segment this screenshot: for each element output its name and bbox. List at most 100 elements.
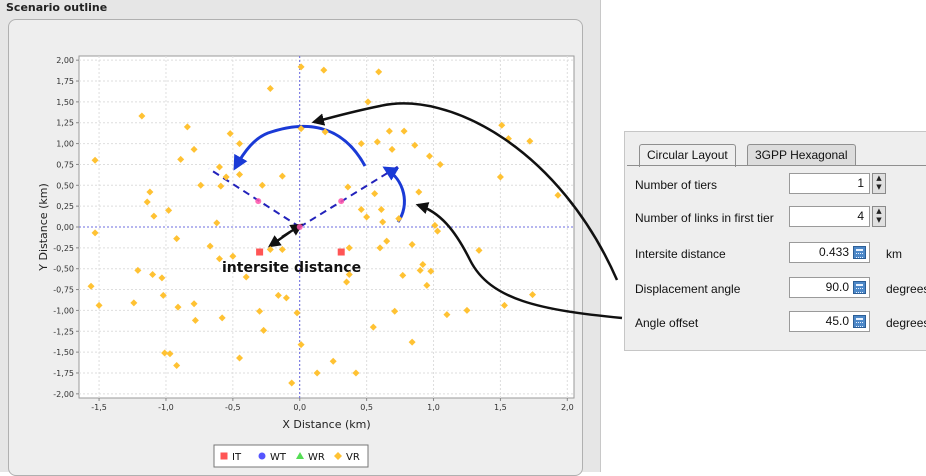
angle-offset-unit: degrees bbox=[886, 316, 926, 330]
vr-point bbox=[408, 338, 416, 346]
vr-point bbox=[166, 350, 174, 358]
tab-circular-layout[interactable]: Circular Layout bbox=[639, 144, 736, 167]
vr-point bbox=[371, 190, 379, 198]
vr-point bbox=[297, 125, 305, 133]
displacement-angle-arrow bbox=[233, 124, 367, 171]
tier-line-left bbox=[208, 167, 301, 228]
links-first-tier-field[interactable]: 4 bbox=[789, 206, 870, 227]
it-point bbox=[337, 248, 345, 256]
vr-point bbox=[377, 205, 385, 213]
y-tick-label: 0,75 bbox=[56, 160, 74, 169]
y-tick-label: 0,25 bbox=[56, 202, 74, 211]
vr-point bbox=[87, 282, 95, 290]
vr-point bbox=[500, 301, 508, 309]
vr-point bbox=[146, 188, 154, 196]
vr-point bbox=[357, 205, 365, 213]
spinner-down-icon[interactable]: ▼ bbox=[876, 216, 882, 224]
vr-point bbox=[554, 191, 562, 199]
legend-label: WT bbox=[270, 452, 287, 463]
vr-point bbox=[159, 291, 167, 299]
vr-point bbox=[95, 301, 103, 309]
vr-point bbox=[183, 123, 191, 131]
number-of-tiers-field[interactable]: 1 bbox=[789, 173, 870, 194]
vr-point bbox=[463, 306, 471, 314]
y-tick-label: 0,00 bbox=[56, 223, 74, 232]
vr-point bbox=[191, 316, 199, 324]
vr-point bbox=[391, 307, 399, 315]
vr-point bbox=[173, 235, 181, 243]
vr-point bbox=[364, 98, 372, 106]
vr-point bbox=[197, 181, 205, 189]
wt-point bbox=[255, 198, 262, 205]
vr-point bbox=[190, 145, 198, 153]
x-tick-label: 2,0 bbox=[561, 403, 574, 412]
number-of-tiers-spinner[interactable]: ▲ ▼ bbox=[872, 173, 886, 194]
calculator-icon[interactable] bbox=[853, 315, 866, 328]
vr-point bbox=[229, 252, 237, 260]
wt-point bbox=[296, 224, 303, 230]
intersite-distance-annotation: intersite distance bbox=[222, 260, 361, 276]
vr-point bbox=[226, 130, 234, 138]
y-tick-label: -0,75 bbox=[53, 286, 74, 295]
vr-point bbox=[256, 307, 264, 315]
vr-point bbox=[161, 349, 169, 357]
angle-offset-arrow bbox=[382, 166, 406, 223]
legend-box bbox=[213, 444, 369, 468]
wt-point bbox=[338, 198, 345, 205]
vr-point bbox=[408, 241, 416, 249]
vr-point bbox=[427, 267, 435, 275]
vr-point bbox=[258, 181, 266, 189]
y-tick-label: 1,50 bbox=[56, 98, 74, 107]
tab-3gpp-hexagonal[interactable]: 3GPP Hexagonal bbox=[747, 144, 856, 166]
y-tick-label: 2,00 bbox=[56, 56, 74, 65]
vr-point bbox=[91, 229, 99, 237]
vr-point bbox=[215, 255, 223, 263]
legend-label: WR bbox=[308, 452, 325, 463]
vr-point bbox=[388, 145, 396, 153]
legend-square-icon bbox=[220, 452, 228, 460]
y-tick-label: -1,75 bbox=[53, 369, 74, 378]
spinner-up-icon[interactable]: ▲ bbox=[876, 174, 882, 182]
angle-offset-field[interactable]: 45.0 bbox=[789, 311, 870, 332]
y-tick-label: -2,00 bbox=[53, 390, 74, 399]
vr-point bbox=[222, 173, 230, 181]
vr-point bbox=[320, 66, 328, 74]
spinner-up-icon[interactable]: ▲ bbox=[876, 207, 882, 215]
intersite-distance-label: Intersite distance bbox=[635, 247, 726, 261]
legend-circle-icon bbox=[258, 452, 266, 460]
y-tick-label: 1,25 bbox=[56, 119, 74, 128]
y-tick-label: 0,50 bbox=[56, 181, 74, 190]
x-tick-label: 0,0 bbox=[293, 403, 306, 412]
vr-point bbox=[260, 326, 268, 334]
x-tick-label: 1,0 bbox=[427, 403, 440, 412]
legend-label: IT bbox=[232, 452, 242, 463]
vr-point bbox=[297, 341, 305, 349]
vr-point bbox=[434, 227, 442, 235]
legend-triangle-icon bbox=[296, 452, 304, 459]
vr-point bbox=[91, 156, 99, 164]
vr-point bbox=[426, 152, 434, 160]
calculator-icon[interactable] bbox=[853, 281, 866, 294]
vr-point bbox=[475, 246, 483, 254]
vr-point bbox=[357, 140, 365, 148]
legend-label: VR bbox=[346, 452, 360, 463]
y-tick-label: -1,50 bbox=[53, 348, 74, 357]
vr-point bbox=[236, 170, 244, 178]
vr-point bbox=[236, 354, 244, 362]
vr-point bbox=[138, 112, 146, 120]
vr-point bbox=[411, 141, 419, 149]
spinner-down-icon[interactable]: ▼ bbox=[876, 183, 882, 191]
links-first-tier-spinner[interactable]: ▲ ▼ bbox=[872, 206, 886, 227]
vr-point bbox=[288, 379, 296, 387]
calculator-icon[interactable] bbox=[853, 246, 866, 259]
vr-point bbox=[282, 294, 290, 302]
vr-point bbox=[173, 361, 181, 369]
intersite-distance-field[interactable]: 0.433 bbox=[789, 242, 870, 263]
vr-point bbox=[431, 221, 439, 229]
x-tick-label: -1,0 bbox=[158, 403, 174, 412]
displacement-angle-field[interactable]: 90.0 bbox=[789, 277, 870, 298]
intersite-arrow-down bbox=[267, 230, 291, 248]
vr-point bbox=[345, 271, 353, 279]
x-tick-label: 0,5 bbox=[360, 403, 373, 412]
vr-point bbox=[416, 266, 424, 274]
